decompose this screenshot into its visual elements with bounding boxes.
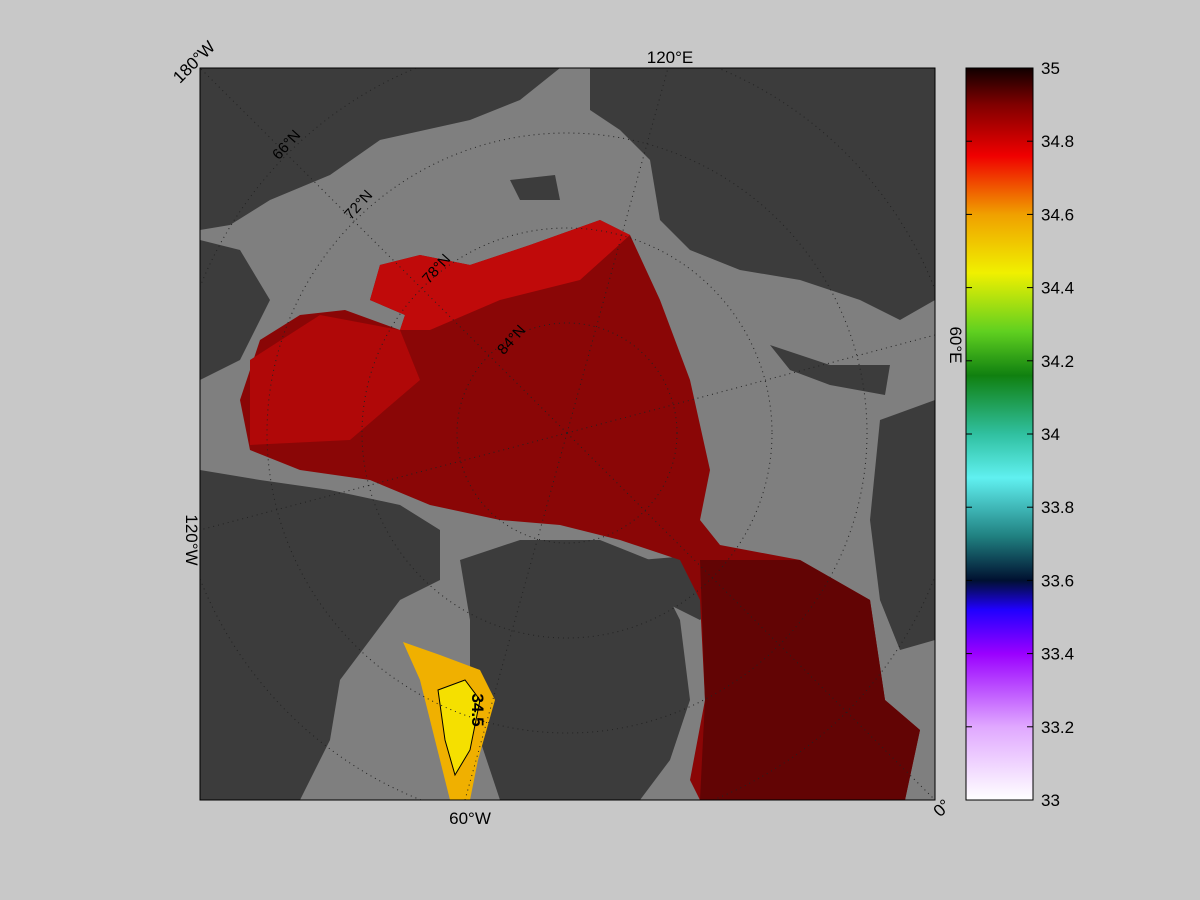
colorbar-tick-label: 34.2: [1041, 352, 1074, 371]
colorbar-tick-label: 34.6: [1041, 205, 1074, 224]
salinity-field: [370, 220, 630, 330]
colorbar-tick-label: 34: [1041, 425, 1060, 444]
contour-label: 34.5: [468, 693, 487, 726]
colorbar-tick-label: 34.8: [1041, 132, 1074, 151]
colorbar-tick-label: 33: [1041, 791, 1060, 810]
colorbar-tick-label: 33.6: [1041, 571, 1074, 590]
land: [200, 68, 935, 800]
map-frame: [199, 67, 936, 801]
colorbar-tick-label: 33.2: [1041, 718, 1074, 737]
longitude-label: 120°E: [647, 48, 694, 67]
graticule: [200, 68, 935, 800]
colorbar-tick-label: 33.4: [1041, 645, 1074, 664]
colorbar: [965, 67, 1034, 801]
longitude-label: 120°W: [182, 514, 201, 565]
colorbar-ticks: 33 33.2 33.4 33.6 33.8 34 34.2 34.4 34.6 34.8 35: [966, 59, 1074, 810]
map: 66°N 72°N 78°N 84°N 34.5: [200, 68, 935, 800]
longitude-label: 60°E: [946, 326, 965, 363]
colorbar-tick-label: 35: [1041, 59, 1060, 78]
contour-34.5: [437, 679, 481, 777]
colorbar-tick-label: 34.4: [1041, 279, 1074, 298]
colorbar-tick-label: 33.8: [1041, 498, 1074, 517]
salinity-field: [250, 315, 420, 445]
longitude-label: 60°W: [449, 809, 491, 828]
